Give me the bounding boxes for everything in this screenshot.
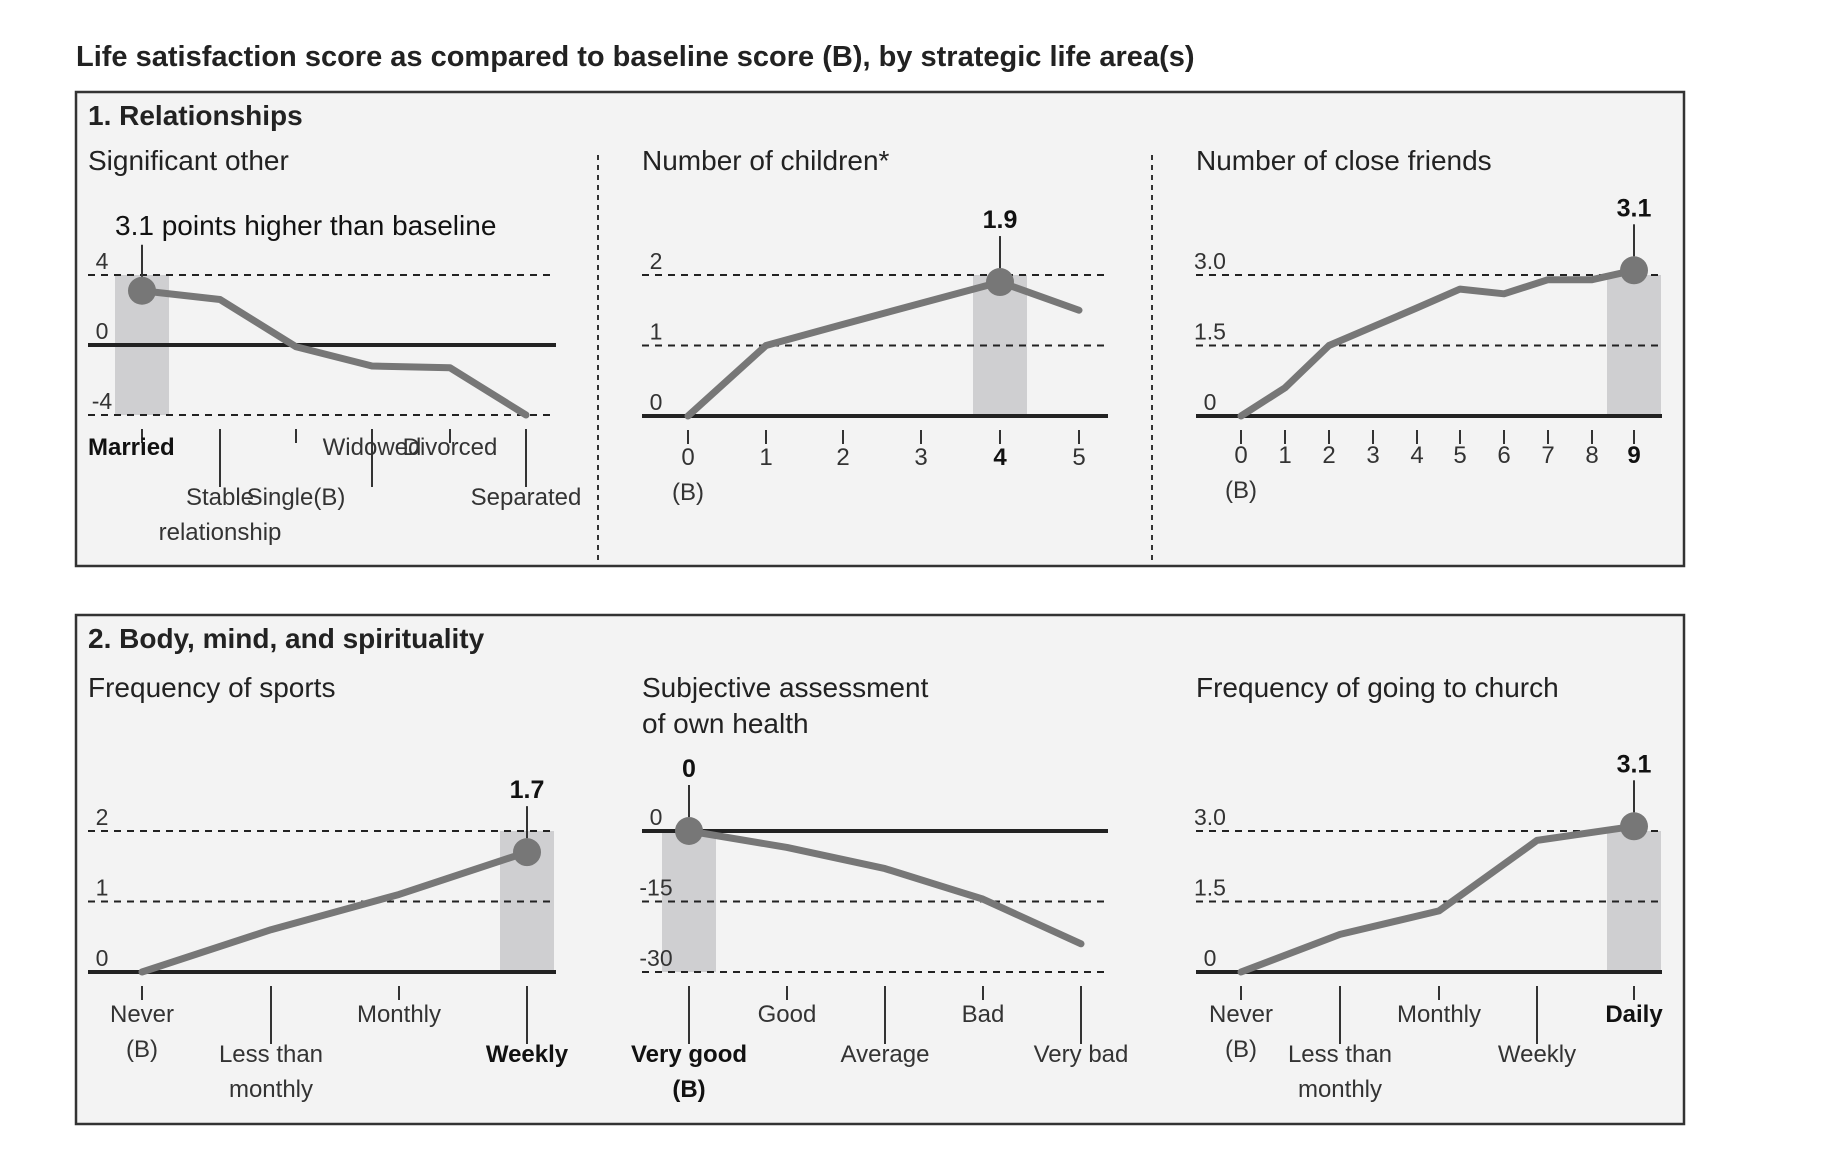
x-category-label: monthly xyxy=(229,1076,313,1103)
y-tick-label: 3.0 xyxy=(1194,804,1226,830)
x-category-label: Separated xyxy=(471,484,582,511)
y-tick-label: 1 xyxy=(96,875,109,901)
x-category-label: Weekly xyxy=(1498,1041,1576,1068)
x-category-label: Never xyxy=(110,1001,174,1028)
series-line xyxy=(685,827,1085,948)
y-tick-label: 0 xyxy=(650,804,663,830)
x-category-label: relationship xyxy=(159,519,282,546)
y-tick-label: -15 xyxy=(639,875,672,901)
callout-label: 3.1 xyxy=(1617,750,1652,778)
x-category-label: monthly xyxy=(1298,1076,1382,1103)
chart-title: Frequency of sports xyxy=(88,672,335,703)
x-category-label: 4 xyxy=(993,444,1007,471)
x-category-label: Bad xyxy=(962,1001,1005,1028)
x-category-label: 2 xyxy=(836,444,849,471)
charts-group: Significant other 4 0 -4 Married Stable relati… xyxy=(88,145,1663,1103)
x-category-label: (B) xyxy=(672,479,704,506)
x-category-label: 4 xyxy=(1410,442,1423,469)
y-tick-label: 1.5 xyxy=(1194,319,1226,345)
y-tick-label: 4 xyxy=(96,248,109,274)
y-tick-label: 1 xyxy=(650,319,663,345)
x-category-label: Less than xyxy=(1288,1041,1392,1068)
x-category-label: 1 xyxy=(1278,442,1291,469)
x-category-label: 6 xyxy=(1497,442,1510,469)
section-label-body-mind-spirituality: 2. Body, mind, and spirituality xyxy=(88,623,485,654)
series-line xyxy=(138,848,531,976)
x-category-label: Good xyxy=(758,1001,817,1028)
chart-2: Number of children* 2 1 0 0 (B) 1 2 3 4 5 1.9 xyxy=(642,145,1108,506)
x-category-label: Stable xyxy=(186,484,254,511)
series-line xyxy=(1237,266,1638,420)
y-tick-label: 0 xyxy=(96,318,109,344)
x-category-label: (B) xyxy=(1225,1036,1257,1063)
x-category-label: (B) xyxy=(1225,477,1257,504)
chart-title: Number of children* xyxy=(642,145,890,176)
section-panel-relationships xyxy=(74,90,1686,568)
x-category-label: Widowed xyxy=(323,434,422,461)
x-category-label: 3 xyxy=(914,444,927,471)
series-line xyxy=(138,287,530,419)
x-category-label: Monthly xyxy=(1397,1001,1481,1028)
highlight-point xyxy=(986,268,1014,297)
chart-title: Number of close friends xyxy=(1196,145,1492,176)
highlight-point xyxy=(513,838,541,867)
y-tick-label: 0 xyxy=(650,389,663,415)
highlight-point xyxy=(1620,256,1648,285)
x-category-label: Less than xyxy=(219,1041,323,1068)
y-tick-label: 2 xyxy=(650,248,663,274)
section-label-relationships: 1. Relationships xyxy=(88,100,303,131)
y-tick-label: 0 xyxy=(96,945,109,971)
x-category-label: (B) xyxy=(672,1076,705,1103)
chart-1: Significant other 4 0 -4 Married Stable relati… xyxy=(88,145,581,546)
x-category-label: Single(B) xyxy=(247,484,346,511)
x-category-label: Average xyxy=(841,1041,930,1068)
y-tick-label: 2 xyxy=(96,804,109,830)
x-category-label: Weekly xyxy=(486,1041,569,1068)
callout-label: 1.7 xyxy=(510,776,545,804)
x-category-label: 0 xyxy=(681,444,694,471)
chart-6: Frequency of going to church 3.0 1.5 0 Never… xyxy=(1194,672,1663,1103)
chart-title: Significant other xyxy=(88,145,289,176)
highlight-point xyxy=(675,817,703,845)
callout-label: 3.1 xyxy=(1617,194,1652,222)
y-tick-label: -30 xyxy=(639,945,672,971)
x-category-label: Never xyxy=(1209,1001,1273,1028)
x-category-label: 5 xyxy=(1072,444,1085,471)
y-tick-label: 3.0 xyxy=(1194,248,1226,274)
x-category-label: 1 xyxy=(759,444,772,471)
x-category-label: 5 xyxy=(1453,442,1466,469)
x-category-label: 3 xyxy=(1366,442,1379,469)
x-category-label: 7 xyxy=(1541,442,1554,469)
highlight-point xyxy=(1620,812,1648,841)
y-tick-label: 1.5 xyxy=(1194,875,1226,901)
y-tick-label: 0 xyxy=(1204,945,1217,971)
x-category-label: 0 xyxy=(1234,442,1247,469)
x-category-label: Monthly xyxy=(357,1001,441,1028)
y-tick-label: 0 xyxy=(1204,389,1217,415)
chart-5: Subjective assessment of own health 0 -15 -3… xyxy=(631,672,1128,1103)
chart-3: Number of close friends 3.0 1.5 0 0 (B) 1 2 3 4 5 6… xyxy=(1194,145,1662,504)
highlight-point xyxy=(128,276,156,305)
callout-label: 3.1 points higher than baseline xyxy=(115,210,496,241)
chart-title: Subjective assessment xyxy=(642,672,929,703)
series-line xyxy=(1237,822,1638,976)
x-category-label: Married xyxy=(88,434,175,461)
x-category-label: 9 xyxy=(1627,442,1640,469)
chart-title: Frequency of going to church xyxy=(1196,672,1559,703)
x-category-label: 2 xyxy=(1322,442,1335,469)
x-category-label: Very good xyxy=(631,1041,747,1068)
x-category-label: Divorced xyxy=(403,434,498,461)
y-tick-label: -4 xyxy=(92,388,113,414)
chart-title: of own health xyxy=(642,708,809,739)
callout-label: 1.9 xyxy=(983,206,1018,234)
x-category-label: Daily xyxy=(1605,1001,1663,1028)
callout-label: 0 xyxy=(682,755,696,783)
x-category-label: (B) xyxy=(126,1036,158,1063)
figure-title: Life satisfaction score as compared to b… xyxy=(76,41,1195,73)
x-category-label: 8 xyxy=(1585,442,1598,469)
x-category-label: Very bad xyxy=(1034,1041,1129,1068)
chart-4: Frequency of sports 2 1 0 Never (B) Less than m… xyxy=(88,672,569,1103)
